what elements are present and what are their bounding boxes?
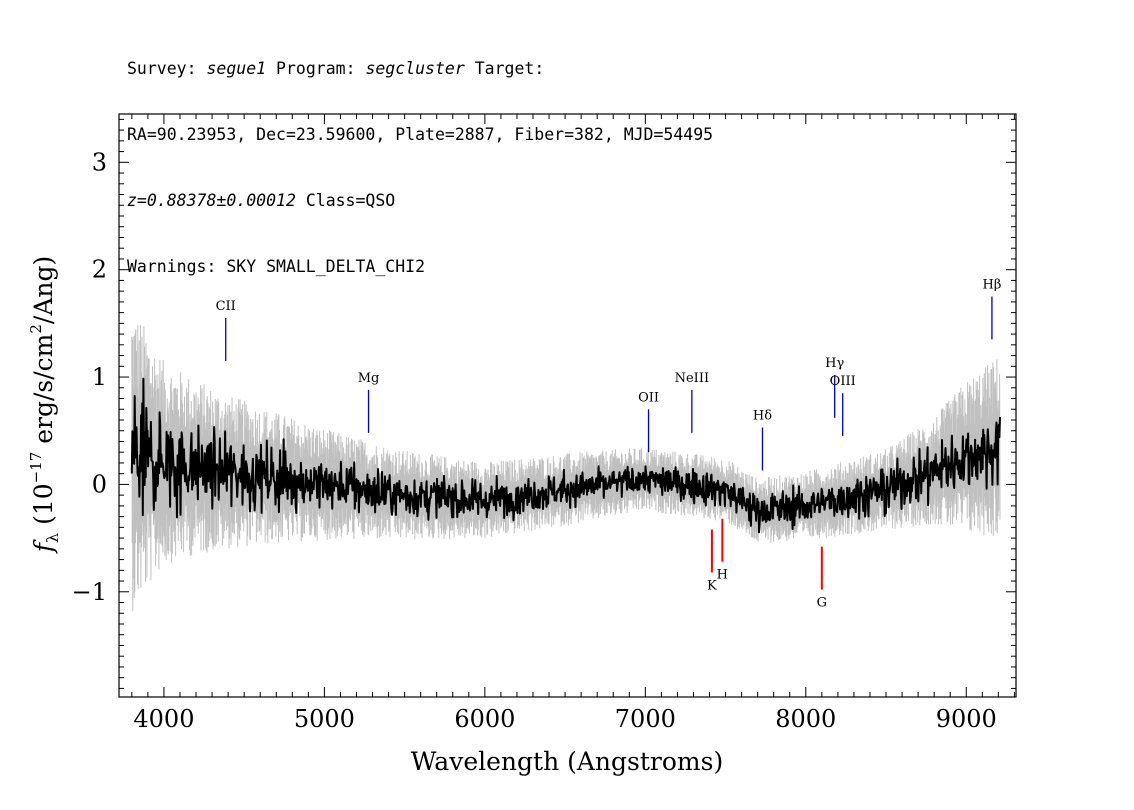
emission-label-h: Hβ: [983, 278, 1002, 293]
y-tick-label: 0: [92, 470, 107, 498]
absorption-label-g: G: [817, 596, 827, 611]
x-tick-label: 9000: [936, 705, 997, 733]
data-layer: [130, 325, 1001, 612]
y-axis-units-exponent: 2: [27, 324, 45, 334]
y-tick-label: 2: [92, 256, 107, 284]
x-tick-label: 5000: [294, 705, 355, 733]
header-line-3: z=0.88378±0.00012 Class=QSO: [127, 190, 713, 212]
error-spectrum-line: [131, 325, 1001, 612]
survey-label: Survey:: [127, 59, 207, 78]
redshift-value: z=0.88378±0.00012: [127, 191, 296, 210]
target-label: Target:: [464, 59, 545, 78]
y-tick-label: 1: [92, 363, 107, 391]
y-tick-label: −1: [72, 578, 107, 606]
x-tick-label: 6000: [454, 705, 515, 733]
axis-ticks: 4000 5000 6000 7000 8000 9000 3 2 1 0 −1: [72, 114, 1016, 733]
survey-value: segue1: [206, 59, 267, 78]
y-tick-label: 3: [92, 148, 107, 176]
program-value: segcluster: [365, 59, 465, 78]
absorption-label-h: H: [717, 568, 728, 583]
program-label: Program:: [266, 59, 366, 78]
y-axis-units: erg/s/cm: [29, 333, 58, 451]
emission-label-cii: CII: [216, 299, 236, 314]
x-tick-label: 8000: [775, 705, 836, 733]
absorption-label-k: K: [707, 578, 717, 593]
emission-label-oii: OII: [638, 390, 659, 405]
x-axis-title: Wavelength (Angstroms): [411, 747, 723, 776]
y-axis-open: (10: [29, 483, 58, 533]
spectral-line-markers: CII Mg OII NeIII Hδ Hγ OIII Hβ KH G: [216, 278, 1002, 611]
x-tick-label: 7000: [615, 705, 676, 733]
y-axis-units-tail: /Ang): [29, 256, 58, 324]
emission-label-oiii: OIII: [830, 374, 856, 389]
flux-spectrum-line: [130, 377, 1001, 534]
y-axis-symbol: f: [29, 539, 58, 554]
emission-label-mg: Mg: [358, 371, 380, 386]
plot-frame: [118, 113, 1017, 698]
x-tick-label: 4000: [133, 705, 194, 733]
y-axis-exponent: −17: [27, 452, 45, 484]
emission-label-h: Hδ: [753, 409, 772, 424]
y-axis-title: fλ (10−17 erg/s/cm2/Ang): [27, 256, 62, 555]
y-axis-subscript: λ: [43, 533, 62, 543]
emission-label-h: Hγ: [825, 356, 844, 371]
header-line-1: Survey: segue1 Program: segcluster Targe…: [127, 58, 713, 80]
class-value: Class=QSO: [295, 191, 396, 210]
emission-label-neiii: NeIII: [675, 371, 709, 386]
header-line-2: RA=90.23953, Dec=23.59600, Plate=2887, F…: [127, 125, 714, 144]
header-line-4: Warnings: SKY SMALL_DELTA_CHI2: [127, 257, 426, 276]
spectrum-header: Survey: segue1 Program: segcluster Targe…: [127, 14, 713, 300]
